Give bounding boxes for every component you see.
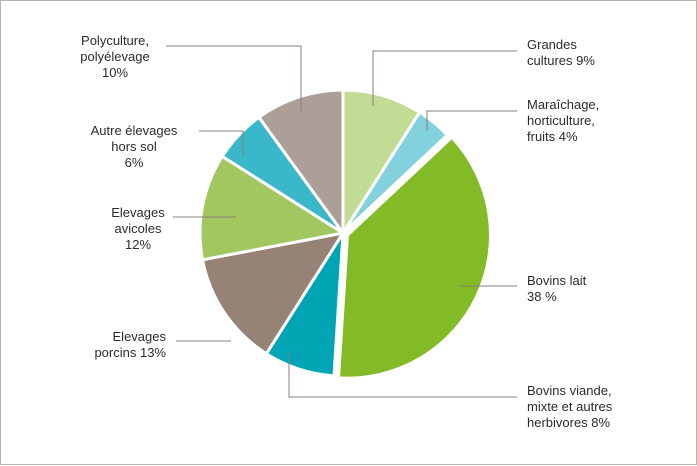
pie-slices (198, 88, 493, 380)
leader-line-grandes (372, 50, 517, 106)
leader-line-hors-sol (199, 130, 244, 156)
pie-slice-porcins (201, 231, 345, 356)
pie-slice-polyculture (257, 88, 345, 235)
slice-label-line: Maraîchage, (527, 97, 599, 112)
slice-label-bovins-viande: Bovins viande, mixte et autres herbivores … (527, 383, 613, 430)
slice-label-porcins: Elevages porcins 13% (94, 329, 166, 360)
pie-slice-avicoles (198, 154, 345, 262)
slice-labels: Grandes cultures 9% Maraîchage, horticultur… (80, 33, 612, 430)
slice-label-hors-sol: Autre élevages hors sol 6% (91, 123, 178, 170)
slice-label-line: Polyculture, (81, 33, 149, 48)
slice-label-bovins-lait: Bovins lait 38 % (527, 273, 587, 304)
slice-label-line: hors sol (111, 139, 157, 154)
slice-label-line: Bovins viande, (527, 383, 612, 398)
slice-label-line: Elevages (113, 329, 167, 344)
slice-label-line: polyélevage (80, 49, 149, 64)
slice-label-line: 10% (102, 65, 128, 80)
leader-lines (166, 45, 517, 398)
leader-line-bovins-viande (288, 351, 517, 398)
pie-slice-maraichage (341, 110, 449, 235)
slice-label-line: Elevages (111, 205, 165, 220)
slice-label-grandes: Grandes cultures 9% (527, 37, 595, 68)
slice-label-line: 12% (125, 237, 151, 252)
pie-slice-bovins-lait (337, 135, 493, 380)
slice-label-line: fruits 4% (527, 129, 578, 144)
slice-label-line: Bovins lait (527, 273, 587, 288)
slice-label-avicoles: Elevages avicoles 12% (111, 205, 165, 252)
slice-label-line: mixte et autres (527, 399, 613, 414)
slice-label-line: herbivores 8% (527, 415, 611, 430)
slice-label-line: Grandes (527, 37, 577, 52)
slice-label-maraichage: Maraîchage, horticulture, fruits 4% (527, 97, 599, 144)
slice-label-line: 6% (125, 155, 144, 170)
pie-slice-grandes (341, 88, 422, 235)
slice-label-line: 38 % (527, 289, 557, 304)
slice-label-line: Autre élevages (91, 123, 178, 138)
slice-label-polyculture: Polyculture, polyélevage 10% (80, 33, 149, 80)
slice-label-line: avicoles (115, 221, 162, 236)
slice-label-line: cultures 9% (527, 53, 595, 68)
leader-line-maraichage (426, 110, 517, 131)
slice-label-line: horticulture, (527, 113, 595, 128)
slice-label-line: porcins 13% (94, 345, 166, 360)
leader-line-polyculture (166, 45, 302, 111)
